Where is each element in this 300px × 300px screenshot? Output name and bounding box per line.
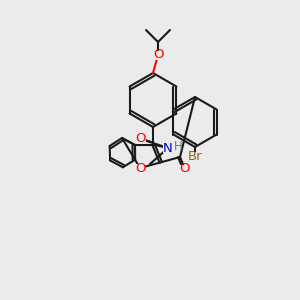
FancyBboxPatch shape: [136, 164, 145, 172]
FancyBboxPatch shape: [136, 134, 146, 143]
Text: Br: Br: [188, 151, 202, 164]
FancyBboxPatch shape: [163, 143, 173, 152]
Text: H: H: [174, 140, 182, 152]
Text: O: O: [136, 133, 146, 146]
FancyBboxPatch shape: [187, 152, 203, 162]
Text: O: O: [180, 163, 190, 176]
Text: O: O: [153, 49, 163, 62]
Text: N: N: [163, 142, 173, 154]
FancyBboxPatch shape: [180, 164, 190, 173]
Text: O: O: [135, 161, 145, 175]
FancyBboxPatch shape: [153, 50, 163, 59]
